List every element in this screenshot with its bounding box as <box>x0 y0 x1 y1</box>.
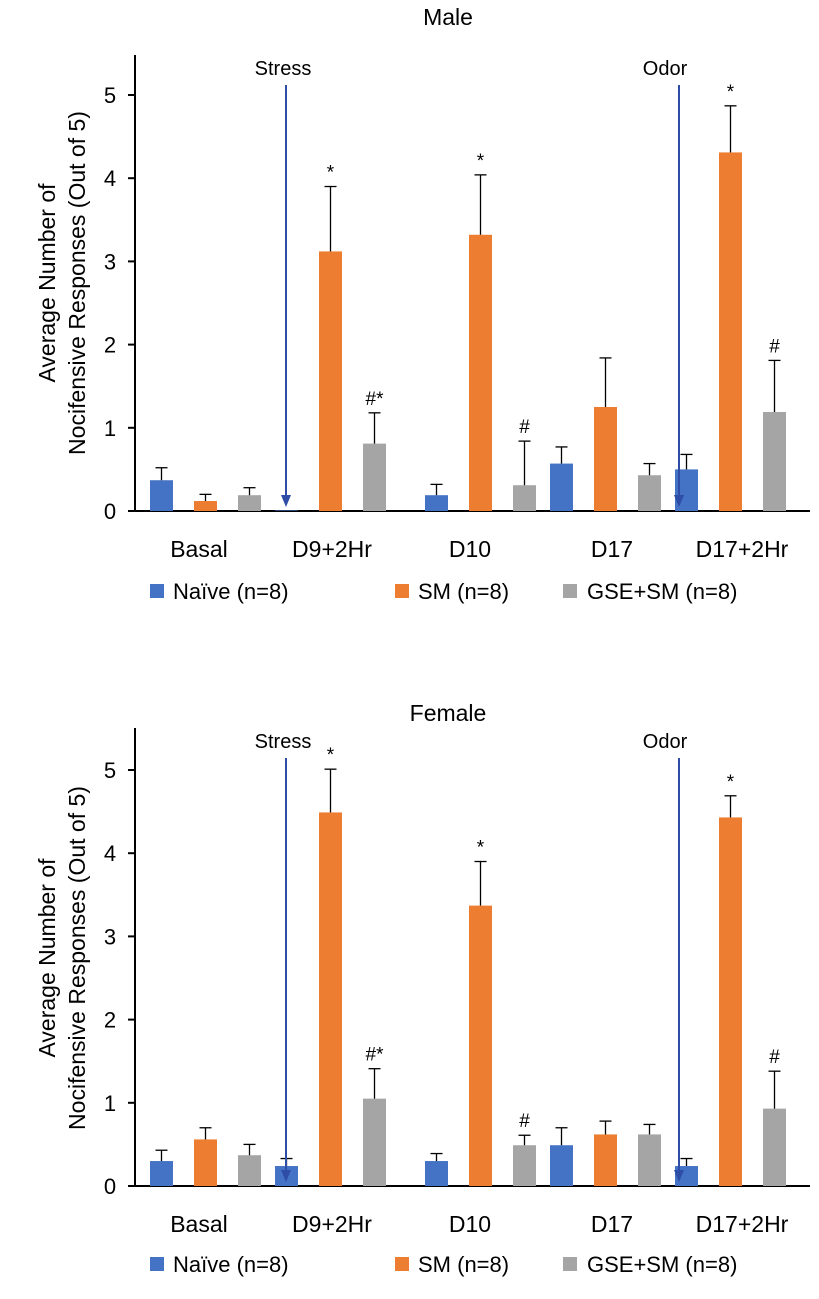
y-axis-label: Nocifensive Responses (Out of 5) <box>64 111 90 455</box>
y-tick-label: 3 <box>104 924 116 949</box>
annotation-label: Odor <box>643 731 688 753</box>
bar-naive <box>425 495 448 511</box>
arrow-head <box>281 1170 291 1182</box>
bar-naive <box>550 1145 573 1186</box>
significance-mark: * <box>327 163 335 184</box>
x-tick-label: D17+2Hr <box>696 1211 789 1237</box>
y-tick-label: 1 <box>104 1091 116 1116</box>
bar-sm <box>594 407 617 511</box>
x-tick-label: Basal <box>170 1211 228 1237</box>
y-tick-label: 3 <box>104 249 116 274</box>
legend-label: SM (n=8) <box>418 579 509 604</box>
y-axis-label: Nocifensive Responses (Out of 5) <box>64 786 90 1130</box>
significance-mark: * <box>477 838 485 859</box>
significance-mark: # <box>769 1047 780 1068</box>
y-tick-label: 0 <box>104 1174 116 1199</box>
female-chart: Female 0 1 2 3 4 5 Average Number of Nocifensive… <box>34 700 810 1277</box>
significance-mark: #* <box>366 1045 385 1066</box>
bar-sm <box>594 1134 617 1186</box>
x-tick-label: D9+2Hr <box>292 536 372 562</box>
x-tick-label: Basal <box>170 536 228 562</box>
bar-gse-sm <box>763 1108 786 1186</box>
y-tick-label: 1 <box>104 416 116 441</box>
y-tick-label: 2 <box>104 1008 116 1033</box>
significance-mark: * <box>327 745 335 766</box>
y-axis-label: Average Number of <box>34 858 60 1058</box>
legend-swatch <box>563 584 577 598</box>
bar-gse-sm <box>763 411 786 511</box>
significance-mark: # <box>519 1111 530 1132</box>
significance-mark: * <box>477 151 485 172</box>
legend-label: Naïve (n=8) <box>173 579 289 604</box>
male-chart: Male 0 1 2 3 4 5 Average Number of Nocifensive R… <box>34 4 810 604</box>
legend-swatch <box>395 1257 409 1271</box>
significance-mark: #* <box>366 389 385 410</box>
legend-swatch <box>395 584 409 598</box>
bar-gse-sm <box>238 495 261 511</box>
legend-swatch <box>150 584 164 598</box>
bar-naive <box>425 1161 448 1186</box>
y-tick-label: 4 <box>104 841 116 866</box>
bar-naive <box>550 463 573 511</box>
bar-gse-sm <box>238 1155 261 1186</box>
legend-label: Naïve (n=8) <box>173 1252 289 1277</box>
bar-gse-sm <box>513 485 536 511</box>
bar-sm <box>194 501 217 511</box>
bar-gse-sm <box>363 1098 386 1186</box>
bar-sm <box>719 817 742 1186</box>
x-tick-label: D17 <box>591 536 633 562</box>
annotation-label: Odor <box>643 58 688 80</box>
x-tick-label: D9+2Hr <box>292 1211 372 1237</box>
significance-mark: * <box>727 82 735 103</box>
y-tick-label: 2 <box>104 333 116 358</box>
x-tick-label: D17+2Hr <box>696 536 789 562</box>
y-axis-label: Average Number of <box>34 183 60 383</box>
x-tick-label: D10 <box>449 1211 491 1237</box>
legend-label: SM (n=8) <box>418 1252 509 1277</box>
bar-gse-sm <box>638 1134 661 1186</box>
annotation-label: Stress <box>255 58 312 80</box>
significance-mark: * <box>727 772 735 793</box>
bar-gse-sm <box>513 1145 536 1186</box>
y-tick-label: 4 <box>104 166 116 191</box>
arrow-head <box>281 495 291 507</box>
bar-sm <box>469 905 492 1186</box>
x-tick-label: D17 <box>591 1211 633 1237</box>
chart-title: Female <box>410 700 487 726</box>
legend-label: GSE+SM (n=8) <box>587 1252 737 1277</box>
x-tick-label: D10 <box>449 536 491 562</box>
bar-gse-sm <box>363 443 386 511</box>
arrow-head <box>674 1170 684 1182</box>
arrow-head <box>674 495 684 507</box>
bar-sm <box>319 251 342 511</box>
bar-naive <box>275 510 298 511</box>
bar-naive <box>150 1161 173 1186</box>
bar-sm <box>719 152 742 511</box>
significance-mark: # <box>519 417 530 438</box>
y-tick-label: 5 <box>104 83 116 108</box>
bar-sm <box>194 1139 217 1186</box>
significance-mark: # <box>769 336 780 357</box>
legend-swatch <box>563 1257 577 1271</box>
bar-sm <box>319 812 342 1186</box>
y-tick-label: 0 <box>104 499 116 524</box>
annotation-label: Stress <box>255 731 312 753</box>
y-tick-label: 5 <box>104 758 116 783</box>
bar-sm <box>469 234 492 511</box>
legend-label: GSE+SM (n=8) <box>587 579 737 604</box>
bar-naive <box>150 480 173 511</box>
chart-title: Male <box>423 4 473 30</box>
bar-gse-sm <box>638 475 661 511</box>
legend-swatch <box>150 1257 164 1271</box>
